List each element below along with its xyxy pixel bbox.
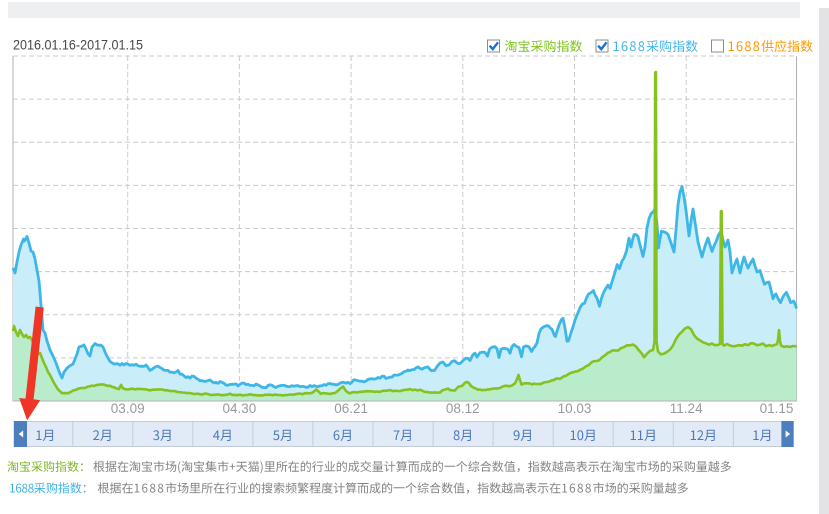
svg-text:03.09: 03.09 [111, 401, 145, 416]
svg-text:01.15: 01.15 [760, 401, 794, 416]
svg-text:06.21: 06.21 [334, 401, 368, 416]
svg-text:04.30: 04.30 [223, 401, 257, 416]
svg-text:11.24: 11.24 [670, 401, 703, 416]
svg-text:08.12: 08.12 [446, 401, 480, 416]
svg-text:2016.01.16-2017.01.15: 2016.01.16-2017.01.15 [13, 37, 143, 53]
svg-text:10.03: 10.03 [558, 401, 592, 416]
